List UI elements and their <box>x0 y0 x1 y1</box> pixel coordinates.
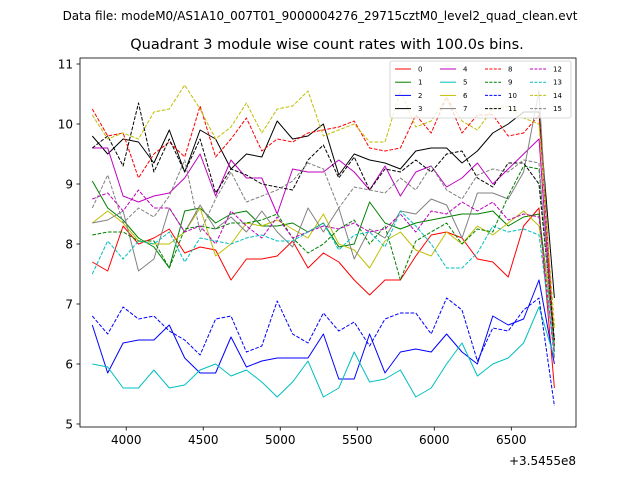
series-line-6 <box>91 207 555 329</box>
chart-title: Quadrant 3 module wise count rates with … <box>130 37 524 53</box>
x-tick-label: 5500 <box>342 433 373 447</box>
series-line-11 <box>91 102 555 341</box>
legend-label-10: 10 <box>508 92 517 100</box>
x-tick-label: 4000 <box>111 433 142 447</box>
legend-label-0: 0 <box>418 66 422 74</box>
legend-label-13: 13 <box>553 79 562 87</box>
y-tick-label: 7 <box>65 298 73 312</box>
legend-label-9: 9 <box>508 79 512 87</box>
series-line-10 <box>91 297 555 407</box>
legend-label-15: 15 <box>553 105 562 113</box>
y-tick-label: 8 <box>65 238 73 252</box>
x-tick-label: 6000 <box>419 433 450 447</box>
series-line-3 <box>91 111 555 299</box>
series-line-12 <box>92 189 555 359</box>
series-line-15 <box>91 159 555 359</box>
series-line-2 <box>91 279 555 380</box>
x-tick-label: 4500 <box>188 433 219 447</box>
y-tick-label: 10 <box>58 118 73 132</box>
y-tick-label: 11 <box>58 58 73 72</box>
y-tick-label: 9 <box>65 178 73 192</box>
series-line-4 <box>92 138 555 353</box>
legend-label-14: 14 <box>553 92 562 100</box>
legend-label-11: 11 <box>508 105 517 113</box>
y-tick-label: 5 <box>65 418 73 432</box>
plot-frame <box>79 57 577 428</box>
legend-label-6: 6 <box>463 92 468 100</box>
series-line-5 <box>92 306 555 398</box>
x-offset-label: +3.5455e8 <box>509 454 576 468</box>
series-line-8 <box>91 96 555 347</box>
legend-label-8: 8 <box>508 66 512 74</box>
legend-box <box>389 60 572 119</box>
series-line-0 <box>92 207 555 389</box>
series-line-7 <box>92 90 555 353</box>
plot-lines <box>91 84 555 407</box>
legend-label-3: 3 <box>418 105 422 113</box>
legend-label-12: 12 <box>553 66 562 74</box>
series-line-14 <box>91 84 555 326</box>
legend-label-2: 2 <box>418 92 422 100</box>
x-tick-label: 5000 <box>265 433 296 447</box>
y-tick-label: 6 <box>65 358 73 372</box>
legend-label-1: 1 <box>418 79 422 87</box>
series-line-13 <box>91 210 555 353</box>
legend-label-7: 7 <box>463 105 467 113</box>
x-tick-label: 6500 <box>496 433 527 447</box>
legend-label-4: 4 <box>463 66 468 74</box>
chart-suptitle: Data file: modeM0/AS1A10_007T01_90000042… <box>63 9 578 23</box>
legend-label-5: 5 <box>463 79 467 87</box>
series-line-9 <box>92 165 555 347</box>
